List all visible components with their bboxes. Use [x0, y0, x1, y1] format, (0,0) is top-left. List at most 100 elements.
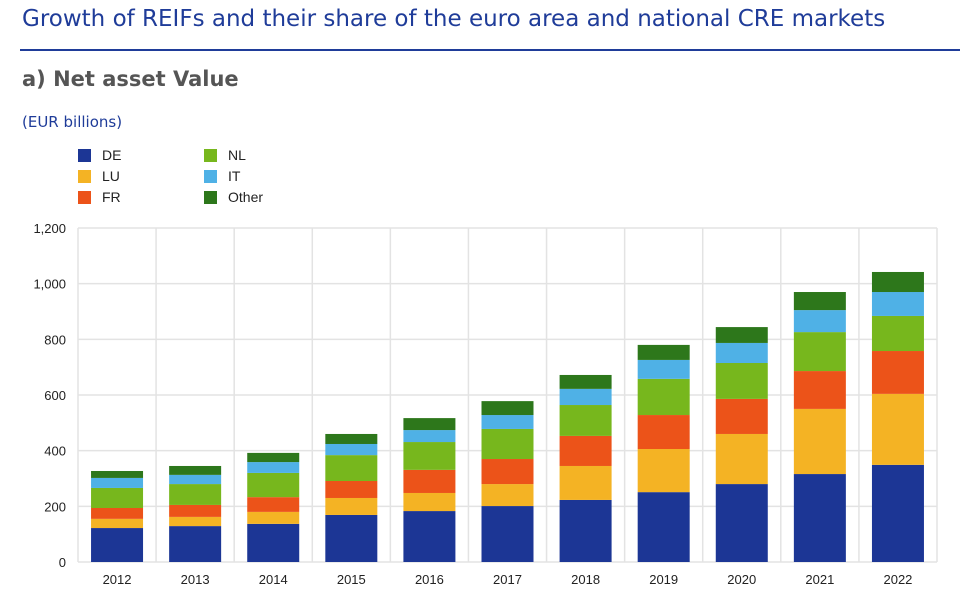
bar-segment-lu-2017: [481, 484, 534, 507]
bar-segment-nl-2012: [91, 487, 144, 509]
y-tick-label: 600: [44, 388, 66, 403]
bar-segment-lu-2014: [247, 511, 300, 524]
y-tick-label: 0: [59, 555, 66, 570]
bar-segment-other-2013: [169, 465, 222, 475]
bar-segment-de-2014: [247, 523, 300, 562]
bar-segment-lu-2012: [91, 518, 144, 529]
legend-item-other: Other: [204, 189, 263, 205]
bar-segment-nl-2021: [793, 332, 846, 372]
bar-segment-de-2012: [91, 528, 144, 562]
bar-segment-it-2019: [637, 359, 690, 379]
bar-segment-fr-2018: [559, 435, 612, 466]
y-tick-label: 1,000: [33, 277, 66, 292]
x-tick-label: 2012: [103, 572, 132, 587]
legend-label: FR: [102, 189, 121, 205]
bar-segment-lu-2019: [637, 448, 690, 493]
bar-segment-de-2019: [637, 492, 690, 562]
bar-segment-fr-2016: [403, 469, 456, 493]
legend-item-fr: FR: [78, 189, 121, 205]
bar-segment-de-2021: [793, 474, 846, 562]
legend-label: DE: [102, 147, 122, 163]
legend-item-nl: NL: [204, 147, 246, 163]
x-tick-label: 2018: [571, 572, 600, 587]
bar-segment-lu-2015: [325, 497, 378, 515]
bar-segment-fr-2013: [169, 504, 222, 517]
bar-segment-other-2017: [481, 401, 534, 416]
bar-segment-nl-2022: [871, 315, 924, 352]
y-axis-label: (EUR billions): [22, 113, 123, 131]
bar-segment-lu-2021: [793, 408, 846, 475]
bar-segment-de-2017: [481, 506, 534, 562]
x-tick-label: 2020: [727, 572, 756, 587]
bar-segment-lu-2018: [559, 465, 612, 500]
legend-item-it: IT: [204, 168, 240, 184]
bar-segment-it-2016: [403, 430, 456, 443]
title-divider: [20, 49, 960, 51]
x-tick-label: 2022: [883, 572, 912, 587]
legend-swatch: [204, 190, 217, 204]
x-tick-label: 2021: [805, 572, 834, 587]
chart-title: a) Net asset Value: [22, 67, 239, 91]
bar-segment-nl-2018: [559, 405, 612, 436]
legend-swatch: [204, 148, 217, 162]
bar-segment-it-2015: [325, 443, 378, 456]
bar-segment-it-2020: [715, 342, 768, 363]
legend-swatch: [78, 148, 91, 162]
bar-segment-nl-2020: [715, 362, 768, 399]
bar-segment-fr-2014: [247, 497, 300, 512]
y-tick-label: 1,200: [33, 221, 66, 236]
bar-segment-other-2021: [793, 292, 846, 311]
x-tick-label: 2017: [493, 572, 522, 587]
legend-label: Other: [228, 189, 264, 205]
legend-label: IT: [228, 168, 241, 184]
bar-segment-lu-2022: [871, 393, 924, 465]
x-tick-label: 2019: [649, 572, 678, 587]
bar-segment-it-2014: [247, 462, 300, 473]
y-tick-label: 200: [44, 499, 66, 514]
bar-segment-other-2022: [871, 271, 924, 293]
legend-swatch: [78, 190, 91, 204]
bar-segment-de-2020: [715, 484, 768, 562]
page-title: Growth of REIFs and their share of the e…: [22, 6, 886, 32]
bar-segment-fr-2012: [91, 508, 144, 519]
legend-label: NL: [228, 147, 246, 163]
bar-segment-other-2014: [247, 452, 300, 463]
bar-segment-lu-2013: [169, 516, 222, 527]
bar-segment-nl-2016: [403, 442, 456, 470]
bar-segment-nl-2015: [325, 455, 378, 482]
bar-segment-fr-2019: [637, 415, 690, 449]
bar-segment-it-2017: [481, 415, 534, 429]
bar-segment-fr-2015: [325, 481, 378, 498]
bar-segment-it-2018: [559, 388, 612, 406]
y-tick-label: 800: [44, 332, 66, 347]
bar-segment-other-2018: [559, 374, 612, 389]
bar-segment-de-2022: [871, 464, 924, 562]
legend-label: LU: [102, 168, 120, 184]
bar-segment-de-2016: [403, 511, 456, 562]
bar-segment-fr-2020: [715, 398, 768, 434]
bar-segment-it-2013: [169, 474, 222, 485]
bar-segment-nl-2013: [169, 484, 222, 505]
bar-segment-fr-2022: [871, 351, 924, 394]
bar-segment-other-2016: [403, 418, 456, 431]
legend-item-de: DE: [78, 147, 121, 163]
bar-segment-other-2012: [91, 470, 144, 478]
bar-segment-other-2020: [715, 327, 768, 343]
legend-swatch: [78, 169, 91, 183]
x-tick-label: 2015: [337, 572, 366, 587]
bar-segment-lu-2016: [403, 492, 456, 512]
x-tick-label: 2013: [181, 572, 210, 587]
bar-segment-it-2012: [91, 477, 144, 488]
bar-segment-de-2018: [559, 499, 612, 562]
legend-item-lu: LU: [78, 168, 120, 184]
bar-segment-other-2019: [637, 344, 690, 360]
bar-segment-lu-2020: [715, 433, 768, 485]
legend-swatch: [204, 169, 217, 183]
bar-segment-it-2021: [793, 310, 846, 333]
x-tick-label: 2014: [259, 572, 288, 587]
bar-segment-fr-2017: [481, 459, 534, 485]
bar-segment-fr-2021: [793, 371, 846, 409]
y-tick-label: 400: [44, 444, 66, 459]
bar-segment-other-2015: [325, 433, 378, 444]
